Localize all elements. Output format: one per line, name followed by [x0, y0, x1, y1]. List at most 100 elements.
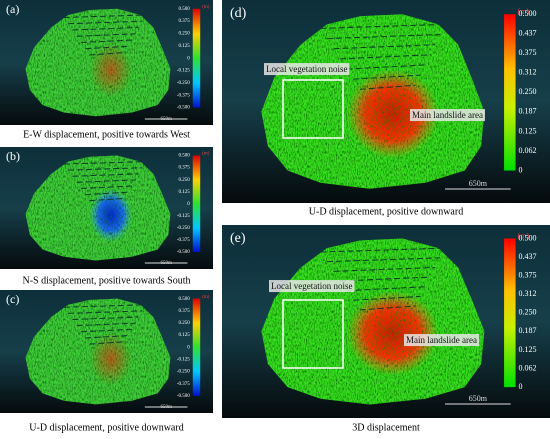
colorbar-unit: (m) — [518, 7, 530, 16]
colorbar-tick-label: 0.500 — [519, 9, 537, 18]
colorbar-tick-label: -0.250 — [177, 226, 190, 231]
colorbar-tick-label: 0.125 — [179, 44, 191, 49]
panel-label: (a) — [6, 2, 19, 16]
colorbar-unit: (m) — [202, 152, 210, 157]
colorbar-unit: (m) — [202, 295, 210, 300]
panel: (b) (m) 0.500 0.375 0.250 0.125 0 -0.125 -0.250 -… — [0, 147, 213, 269]
terrace-line — [326, 257, 441, 263]
terrace-line — [68, 167, 142, 171]
terrace-line — [359, 84, 416, 90]
panel: (e) (m)0.500 0.437 0.375 0.312 0.250 0.187 0.12… — [222, 225, 550, 418]
panel-label: (b) — [6, 149, 20, 163]
panel-caption: 3D displacement — [352, 422, 420, 433]
colorbar-tick-label: 0.375 — [519, 48, 537, 57]
terrace-line — [340, 54, 431, 60]
scale-label: 650m — [160, 405, 172, 410]
terrace-line — [72, 27, 139, 31]
colorbar-tick-label: 0.500 — [179, 297, 191, 302]
panel-caption: E-W displacement, positive towards West — [23, 129, 190, 140]
panel-label: (d) — [230, 6, 247, 21]
panel-label: (e) — [230, 231, 246, 246]
terrace-line — [63, 14, 145, 18]
panel: (a) (m) 0.500 0.375 0.250 0.125 0 -0.125 -0.250 -… — [0, 0, 213, 125]
panel-caption: U-D displacement, positive downward — [309, 206, 463, 217]
scale-label: 650m — [469, 179, 488, 188]
colorbar-tick-label: 0.062 — [519, 146, 537, 155]
colorbar-tick-label: 0 — [187, 56, 190, 61]
colorbar-tick-label: 0 — [187, 202, 190, 207]
terrace-line — [89, 197, 126, 202]
colorbar-unit: (m) — [518, 231, 530, 240]
annotation-label: Local vegetation noise — [271, 281, 352, 291]
colorbar — [504, 14, 516, 171]
terrace-line — [68, 20, 142, 25]
terrace-line — [76, 33, 136, 37]
colorbar-tick-label: 0.437 — [519, 29, 537, 38]
colorbar-tick-label: -0.500 — [177, 250, 190, 255]
colorbar-tick-label: 0 — [519, 382, 523, 391]
colorbar-tick-label: 0.125 — [519, 345, 537, 354]
scale-label: 650m — [160, 117, 172, 122]
colorbar-tick-label: 0.250 — [519, 87, 537, 96]
point-cloud — [261, 238, 485, 405]
terrace-line — [85, 335, 129, 339]
colorbar-tick-label: 0.500 — [519, 233, 537, 242]
annotation-label: Main landslide area — [412, 110, 483, 120]
colorbar-unit: (m) — [202, 5, 210, 10]
colorbar-tick-label: -0.375 — [177, 382, 190, 387]
displacement-zone — [89, 188, 133, 243]
colorbar-tick-label: 0.062 — [519, 363, 537, 372]
terrace-line — [76, 322, 136, 327]
terrace-line — [346, 286, 426, 292]
annotation-box — [282, 79, 344, 139]
colorbar-tick-label: -0.375 — [177, 93, 190, 98]
colorbar-tick-label: 0.500 — [179, 7, 191, 12]
terrace-line — [340, 276, 431, 282]
colorbar-tick-label: 0 — [519, 165, 523, 174]
terrace-line — [353, 295, 421, 301]
displacement-zone — [346, 69, 439, 159]
colorbar-tick-label: 0.187 — [519, 107, 537, 116]
terrace-line — [63, 304, 145, 308]
displacement-zone — [346, 290, 439, 376]
annotation-background — [269, 280, 355, 293]
colorbar-tick-label: 0.375 — [179, 19, 191, 24]
colorbar-tick-label: 0.187 — [519, 326, 537, 335]
displacement-zone — [89, 331, 133, 386]
terrace-line — [89, 341, 126, 345]
colorbar-tick-label: 0.125 — [519, 126, 537, 135]
annotation-box — [282, 299, 344, 369]
scale-label: 650m — [469, 394, 488, 403]
terrace-line — [85, 191, 129, 196]
colorbar-tick-label: -0.250 — [177, 370, 190, 375]
colorbar-tick-label: 0.250 — [179, 178, 191, 183]
terrace-line — [320, 247, 446, 253]
terrace-line — [89, 52, 126, 56]
colorbar-tick-label: 0.375 — [519, 270, 537, 279]
colorbar-tick-label: -0.125 — [177, 214, 190, 219]
terrace-line — [359, 305, 416, 311]
annotation-label: Local vegetation noise — [266, 64, 347, 74]
colorbar-tick-label: -0.375 — [177, 238, 190, 243]
terrace-line — [346, 64, 426, 70]
point-cloud — [25, 155, 171, 261]
terrace-line — [85, 45, 129, 50]
colorbar-tick-label: -0.500 — [177, 394, 190, 399]
colorbar-tick-label: 0.500 — [179, 154, 191, 159]
terrace-line — [76, 179, 136, 183]
point-cloud — [261, 14, 485, 189]
colorbar-tick-label: 0.375 — [179, 309, 191, 314]
point-cloud — [25, 298, 171, 405]
colorbar-tick-label: 0.312 — [519, 289, 537, 298]
colorbar — [192, 8, 201, 108]
terrace-line — [333, 44, 436, 50]
colorbar-tick-label: -0.125 — [177, 69, 190, 74]
scale-label: 650m — [160, 261, 172, 266]
colorbar-tick-label: 0.375 — [179, 166, 191, 171]
terrace-line — [333, 266, 436, 272]
colorbar-tick-label: 0.250 — [519, 308, 537, 317]
colorbar-tick-label: 0.125 — [179, 190, 191, 195]
colorbar-tick-label: -0.250 — [177, 81, 190, 86]
displacement-zone — [89, 42, 133, 98]
